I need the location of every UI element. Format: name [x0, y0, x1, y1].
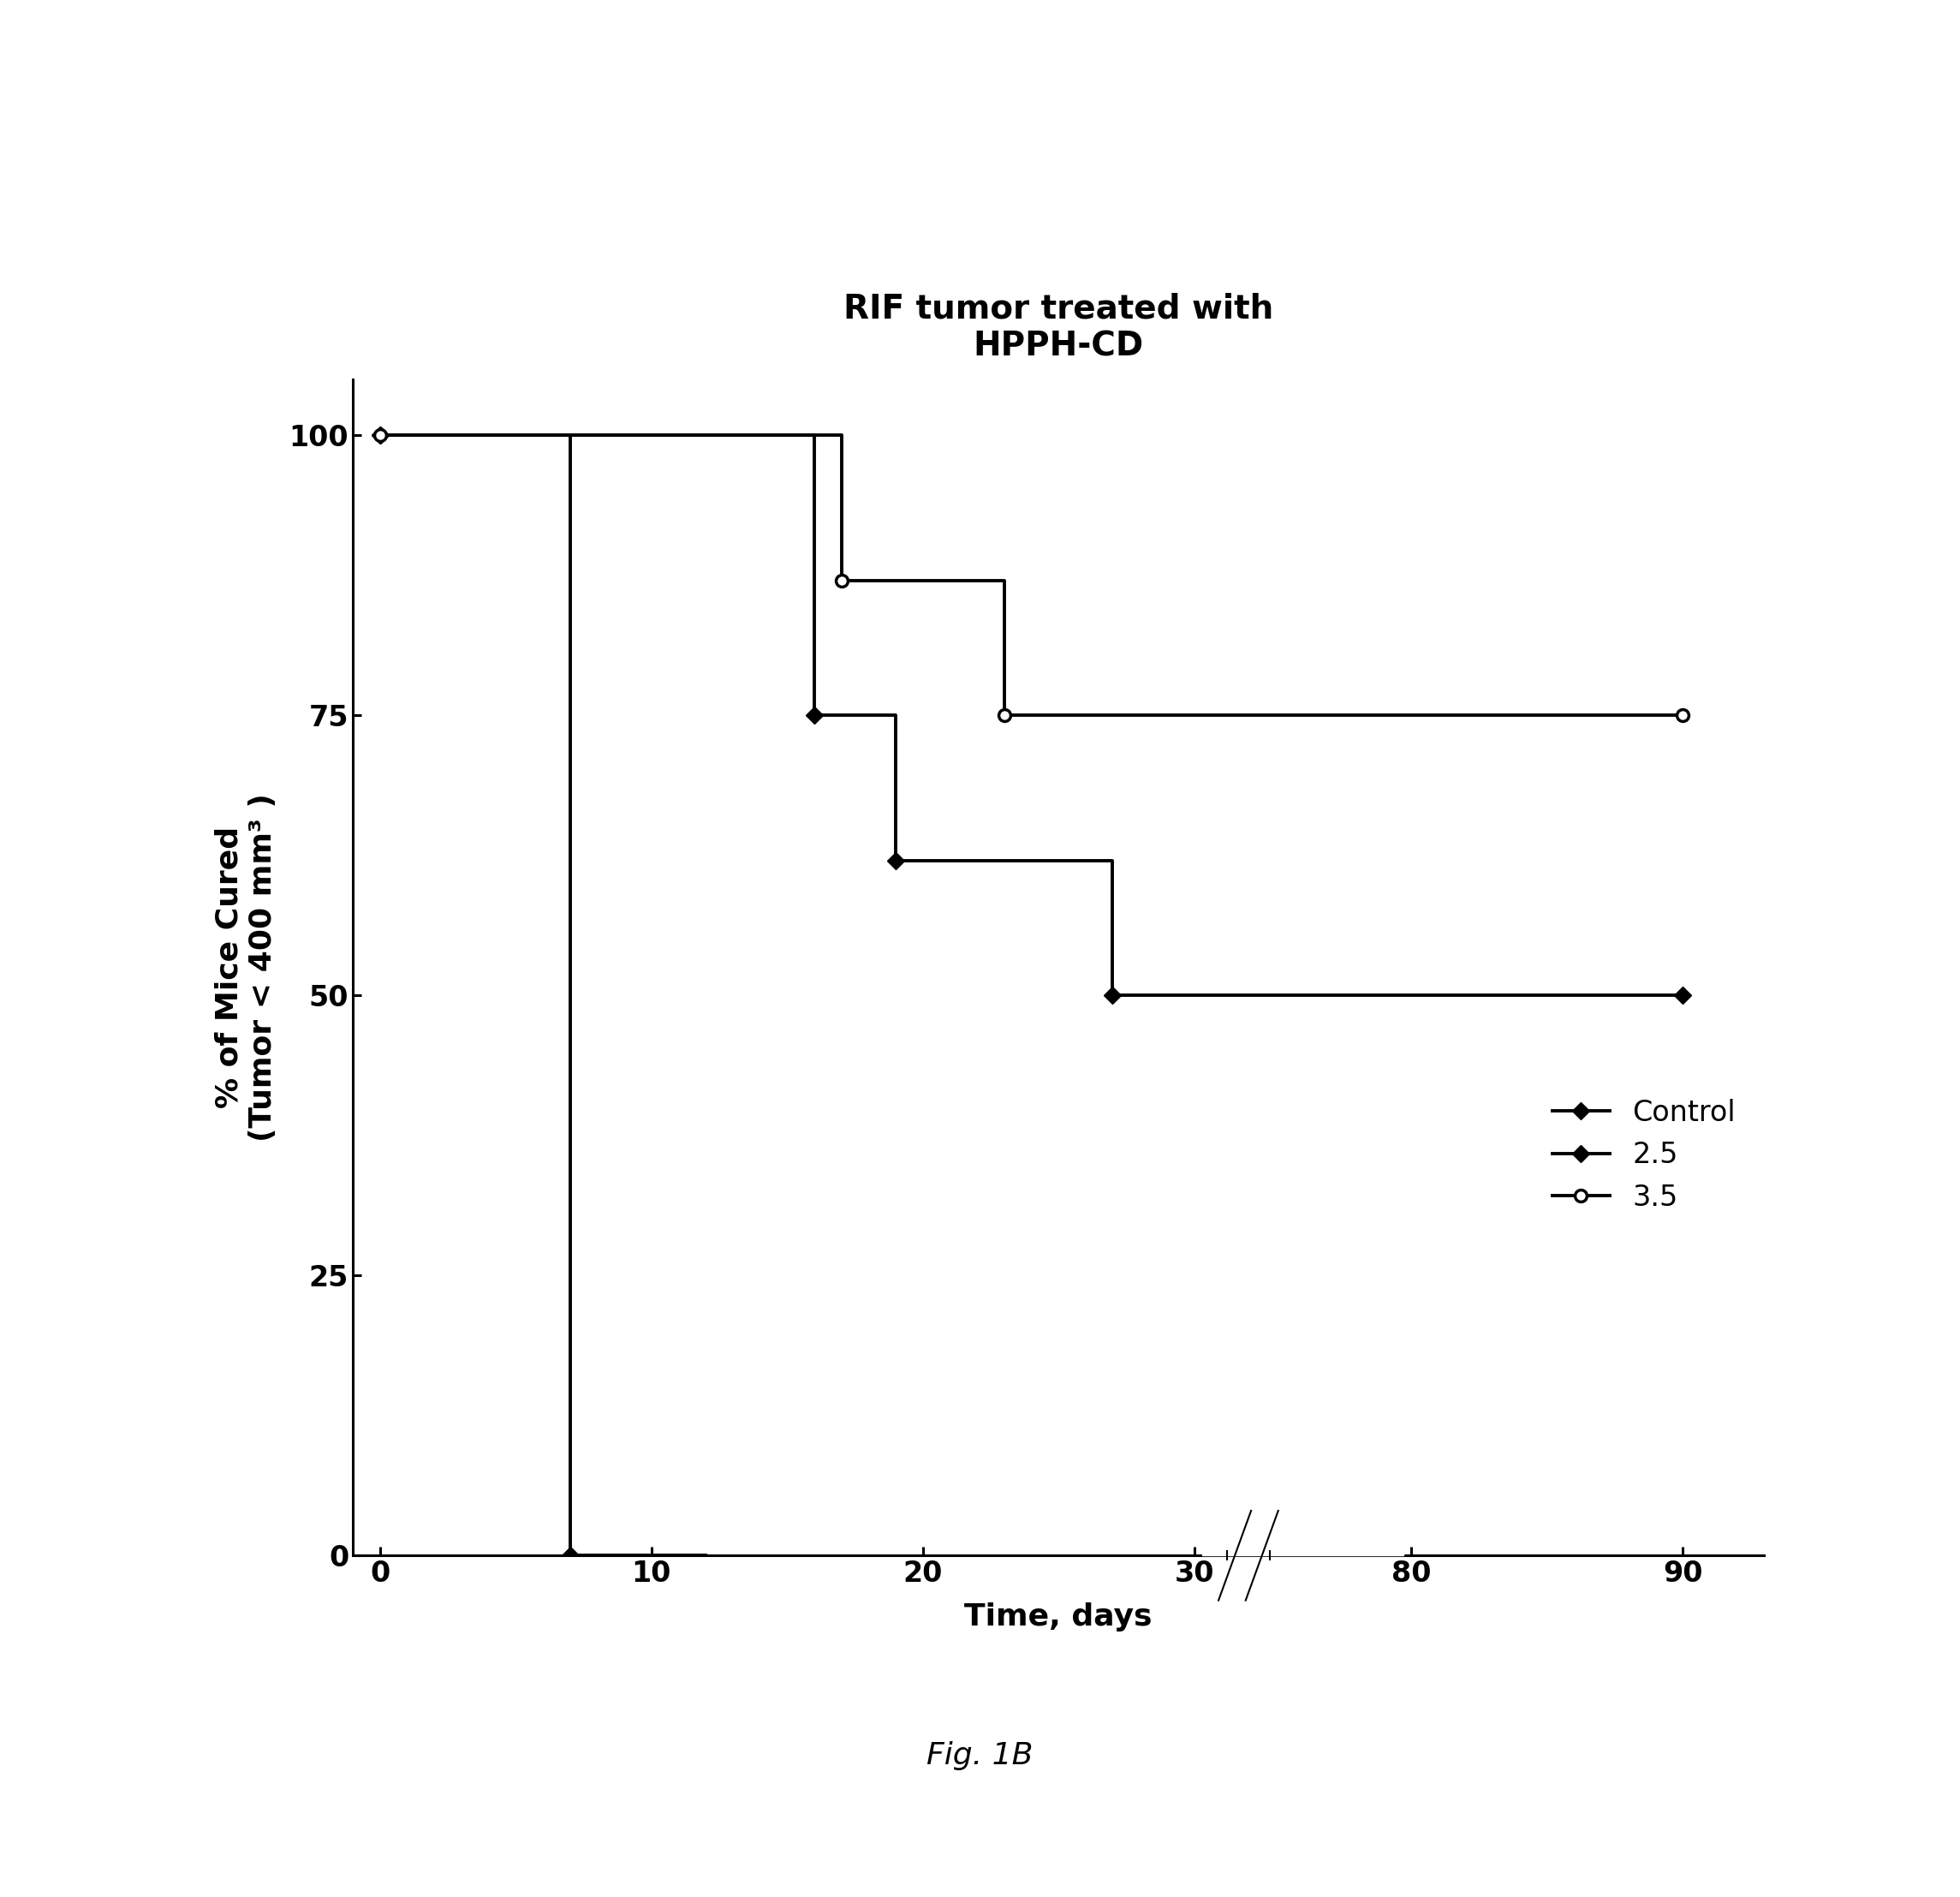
- Y-axis label: % of Mice Cured
(Tumor < 400 mm³ ): % of Mice Cured (Tumor < 400 mm³ ): [214, 793, 276, 1142]
- Text: Fig. 1B: Fig. 1B: [927, 1741, 1033, 1770]
- X-axis label: Time, days: Time, days: [964, 1603, 1152, 1631]
- Title: RIF tumor treated with
HPPH-CD: RIF tumor treated with HPPH-CD: [843, 292, 1274, 362]
- Bar: [1201, 1538, 1403, 1556]
- Legend: Control, 2.5, 3.5: Control, 2.5, 3.5: [1552, 1098, 1737, 1212]
